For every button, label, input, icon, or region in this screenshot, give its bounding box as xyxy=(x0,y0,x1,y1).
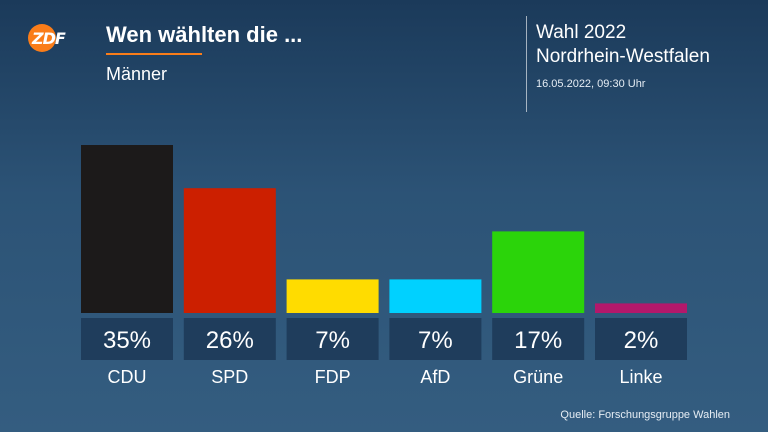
zdf-logo: ZDF xyxy=(28,24,80,52)
value-box-linke xyxy=(595,318,687,360)
category-label-afd: AfD xyxy=(420,367,450,387)
value-box-afd xyxy=(389,318,482,360)
value-label-spd: 26% xyxy=(206,327,254,354)
value-box-gruene xyxy=(492,318,585,360)
bar-gruene xyxy=(492,231,585,313)
bar-linke xyxy=(595,303,687,313)
category-label-cdu: CDU xyxy=(108,367,147,387)
value-box-cdu xyxy=(81,318,173,360)
bar-afd xyxy=(389,279,482,313)
value-label-gruene: 17% xyxy=(514,327,562,354)
category-label-fdp: FDP xyxy=(315,367,351,387)
bar-spd xyxy=(183,188,276,313)
category-label-linke: Linke xyxy=(619,367,662,387)
election-region: Nordrhein-Westfalen xyxy=(536,46,710,67)
election-name: Wahl 2022 xyxy=(536,22,627,43)
value-label-afd: 7% xyxy=(418,327,453,354)
category-label-spd: SPD xyxy=(211,367,248,387)
value-box-fdp xyxy=(286,318,379,360)
value-label-cdu: 35% xyxy=(103,327,151,354)
election-info: Wahl 2022 Nordrhein-Westfalen xyxy=(536,21,710,69)
value-label-linke: 2% xyxy=(624,327,659,354)
bar-fdp xyxy=(286,279,379,313)
category-label-gruene: Grüne xyxy=(513,367,563,387)
header-divider xyxy=(526,16,527,112)
value-label-fdp: 7% xyxy=(315,327,350,354)
logo-circle xyxy=(28,24,56,52)
chart-subtitle: Männer xyxy=(106,64,168,84)
value-box-spd xyxy=(183,318,276,360)
logo-text: ZDF xyxy=(32,29,66,48)
chart-title: Wen wählten die ... xyxy=(106,22,303,47)
source-note: Quelle: Forschungsgruppe Wahlen xyxy=(560,409,730,421)
title-underline xyxy=(106,53,202,55)
election-date: 16.05.2022, 09:30 Uhr xyxy=(536,78,646,90)
bar-cdu xyxy=(81,145,173,313)
